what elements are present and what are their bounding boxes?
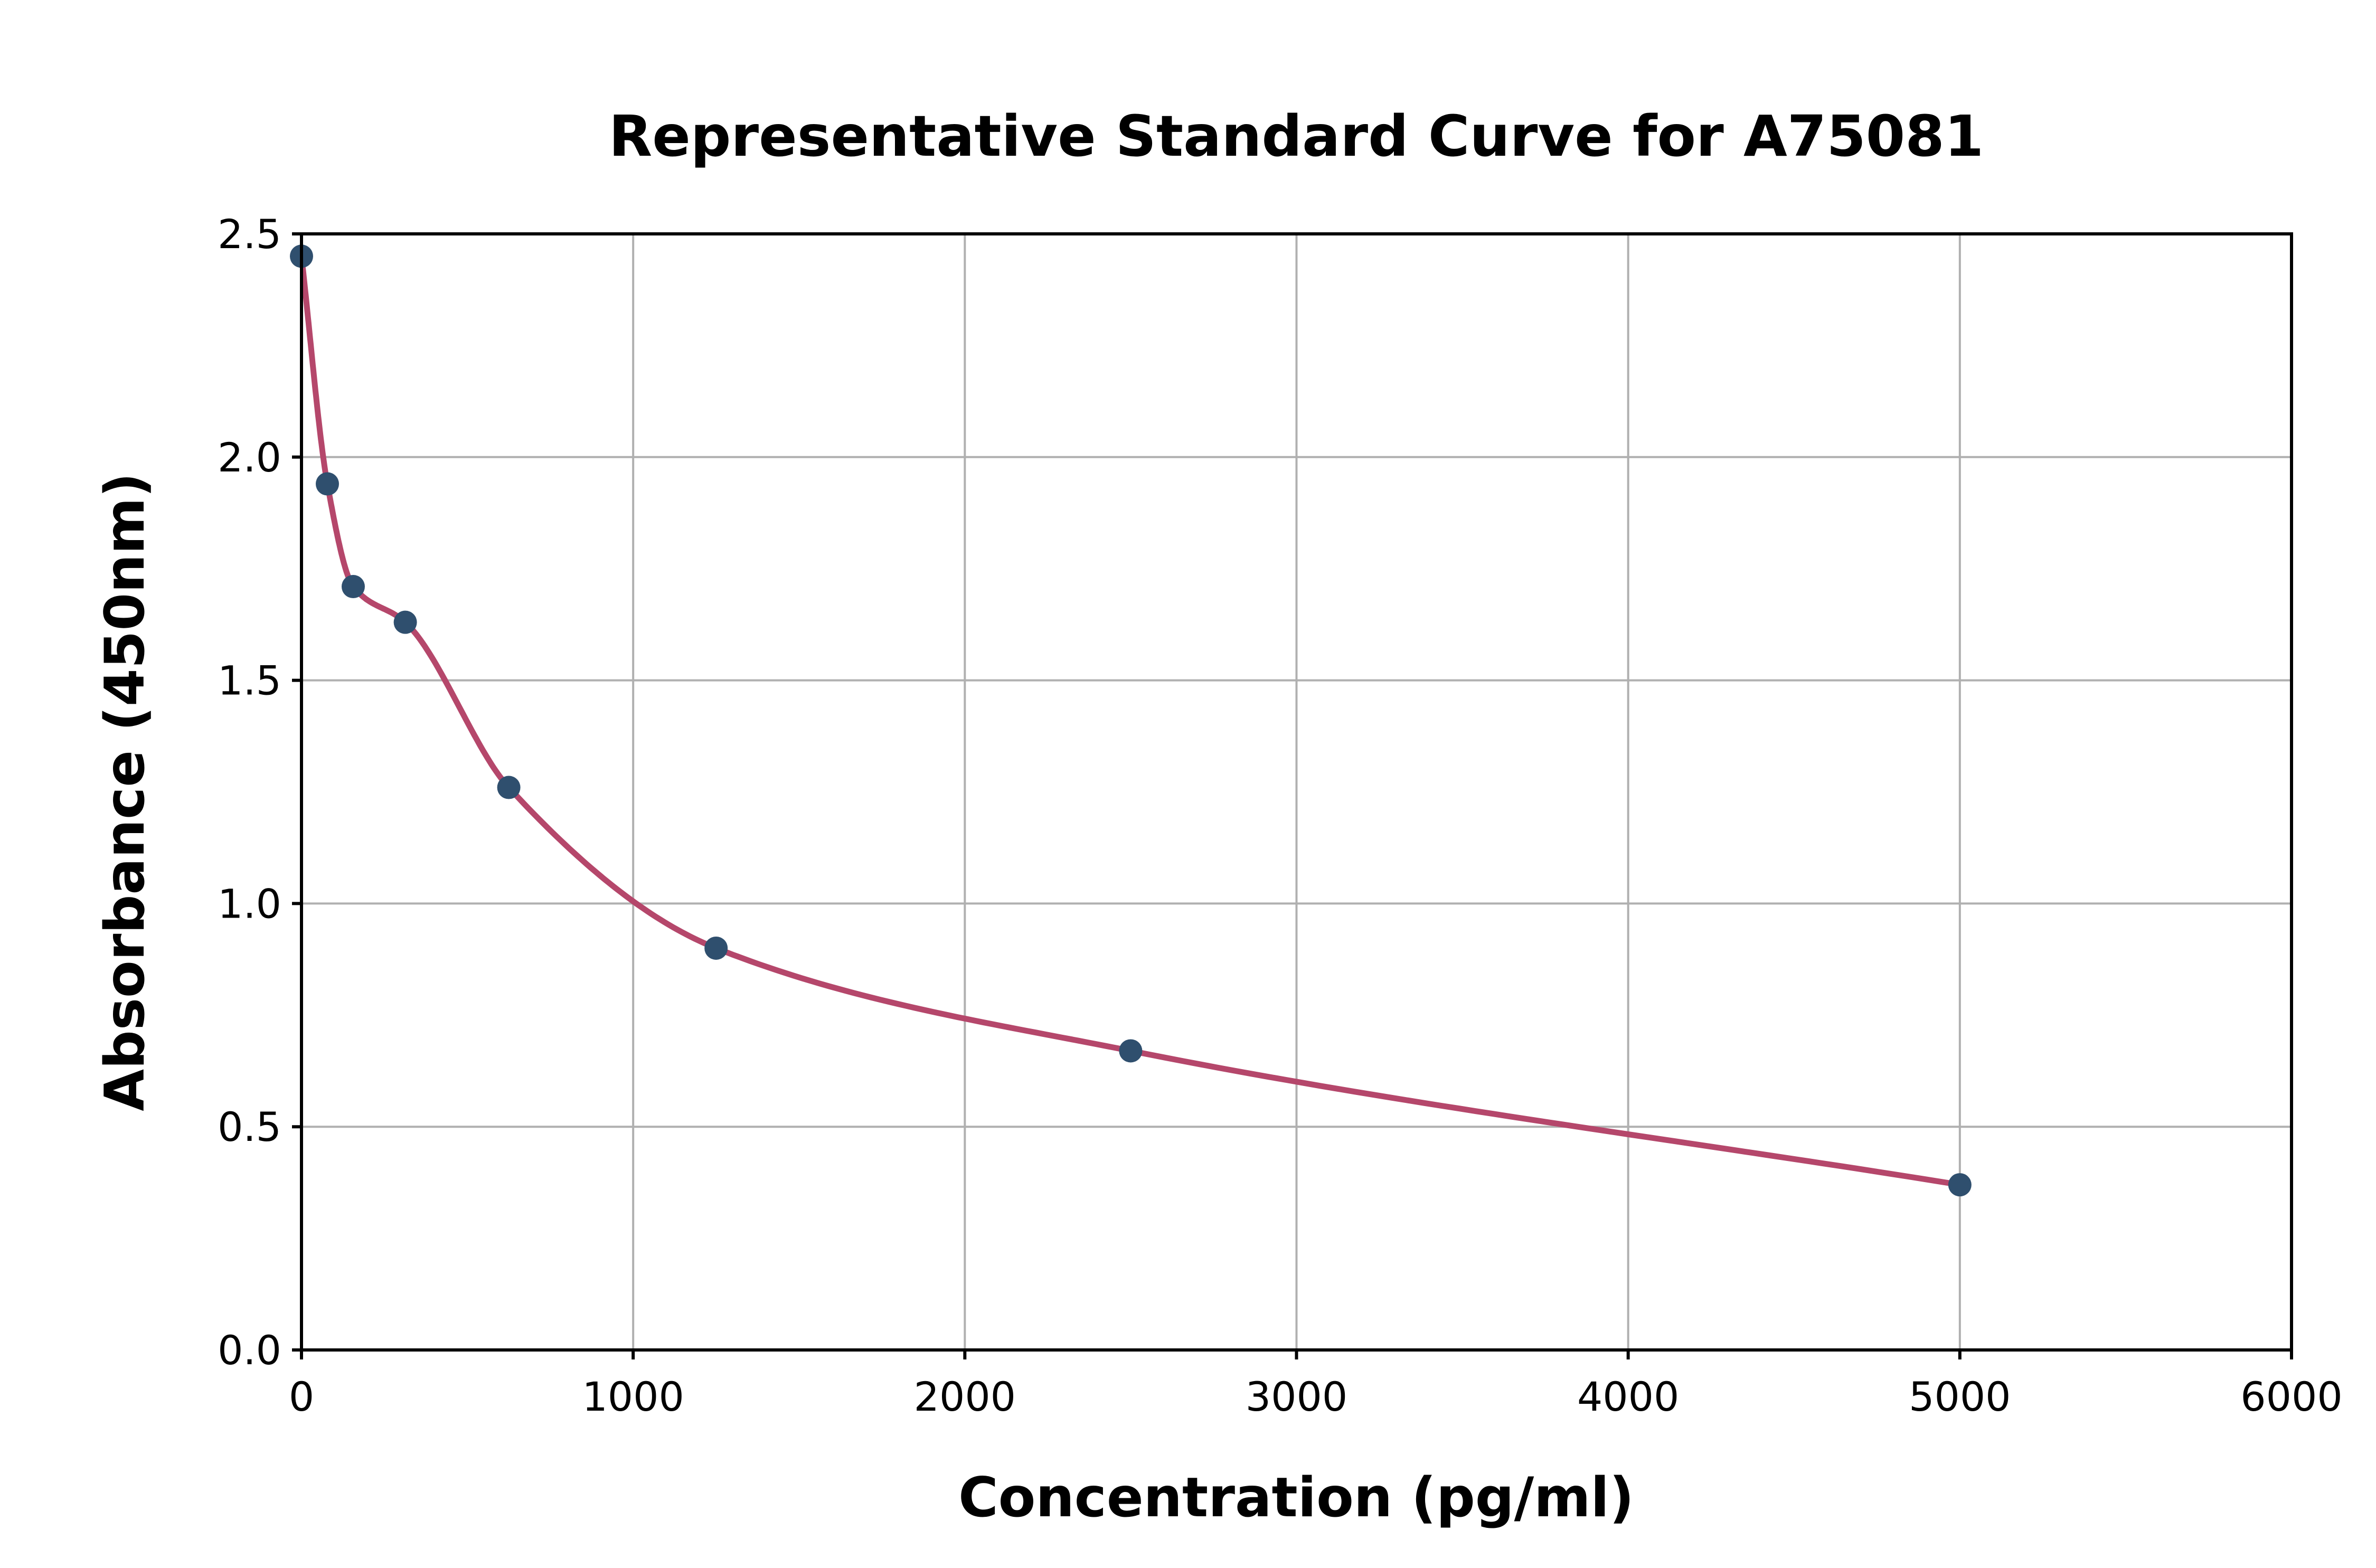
x-tick-label: 2000 — [914, 1373, 1016, 1420]
x-tick-label: 6000 — [2240, 1373, 2342, 1420]
x-tick-label: 1000 — [582, 1373, 684, 1420]
x-tick-label: 3000 — [1246, 1373, 1347, 1420]
data-point — [1948, 1173, 1972, 1197]
x-tick-label: 0 — [289, 1373, 314, 1420]
x-tick-label: 4000 — [1577, 1373, 1679, 1420]
data-point — [497, 776, 521, 799]
y-tick-label: 1.5 — [218, 657, 281, 704]
x-tick-labels: 0 1000 2000 3000 4000 5000 6000 — [289, 1373, 2343, 1420]
y-tick-label: 0.0 — [218, 1327, 281, 1374]
tick-marks — [292, 232, 2293, 1359]
data-point — [704, 936, 728, 960]
y-tick-label: 0.5 — [218, 1103, 281, 1150]
data-points — [290, 244, 1972, 1197]
data-point — [341, 575, 365, 599]
y-tick-label: 2.0 — [218, 434, 281, 481]
data-point — [393, 610, 417, 634]
y-tick-label: 2.5 — [218, 211, 281, 258]
grid-lines — [301, 234, 2292, 1350]
data-point — [1119, 1039, 1143, 1063]
y-axis-label: Absorbance (450nm) — [93, 473, 157, 1111]
x-axis-label: Concentration (pg/ml) — [958, 1466, 1634, 1529]
fitted-curve — [298, 253, 1963, 1188]
x-tick-label: 5000 — [1909, 1373, 2011, 1420]
y-tick-label: 1.0 — [218, 880, 281, 927]
chart-title: Representative Standard Curve for A75081 — [609, 104, 1984, 169]
y-tick-labels: 0.0 0.5 1.0 1.5 2.0 2.5 — [218, 211, 281, 1374]
data-point — [315, 472, 339, 496]
